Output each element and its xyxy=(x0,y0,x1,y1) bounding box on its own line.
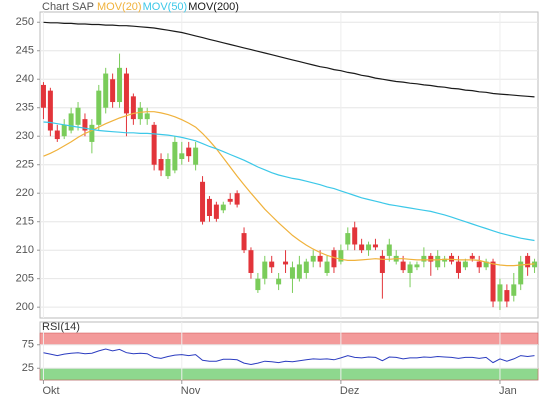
candle-body xyxy=(117,67,123,103)
candle-body xyxy=(213,204,219,219)
candle-body xyxy=(462,261,468,268)
y-tick-label: 240 xyxy=(16,73,34,85)
candle-body xyxy=(497,284,503,302)
candle-body xyxy=(68,113,74,131)
candle-body xyxy=(317,255,323,262)
chart-title: Chart SAP xyxy=(42,1,94,13)
candle-body xyxy=(130,96,136,120)
y-tick-label: 210 xyxy=(16,244,34,256)
candle-body xyxy=(310,255,316,262)
candle-body xyxy=(379,255,385,273)
candle-body xyxy=(234,193,240,205)
candle-body xyxy=(338,250,344,262)
candle-body xyxy=(400,261,406,271)
candle-body xyxy=(137,107,143,120)
y-tick-label: 250 xyxy=(16,16,34,28)
legend-entry: MOV(50) xyxy=(143,1,188,13)
candle-body xyxy=(200,181,206,222)
x-tick-label: Dez xyxy=(340,385,360,397)
candle-body xyxy=(193,147,199,165)
candle-body xyxy=(469,255,475,259)
candle-body xyxy=(269,261,275,268)
x-tick-label: Nov xyxy=(181,385,201,397)
y-tick-label: 235 xyxy=(16,102,34,114)
x-tick-label: Okt xyxy=(42,385,59,397)
candle-body xyxy=(110,79,116,103)
candle-body xyxy=(476,261,482,268)
candle-body xyxy=(144,113,150,120)
y-tick-label: 220 xyxy=(16,187,34,199)
y-tick-label: 75 xyxy=(22,339,34,351)
y-tick-label: 225 xyxy=(16,159,34,171)
moving-average-line xyxy=(43,121,535,242)
candle-body xyxy=(442,258,448,262)
candle-body xyxy=(158,159,164,171)
candle-body xyxy=(206,198,212,216)
candle-body xyxy=(40,84,46,108)
candle-body xyxy=(179,153,185,160)
y-tick-label: 215 xyxy=(16,216,34,228)
candle-body xyxy=(435,255,441,268)
candle-body xyxy=(165,159,171,177)
candle-body xyxy=(532,261,538,268)
candle-body xyxy=(352,227,358,245)
candle-body xyxy=(220,204,226,211)
candle-body xyxy=(172,141,178,171)
candle-body xyxy=(75,107,81,125)
candle-body xyxy=(61,124,67,137)
y-tick-label: 205 xyxy=(16,273,34,285)
candle-body xyxy=(89,124,95,142)
candle-body xyxy=(151,124,157,165)
candle-body xyxy=(414,264,420,268)
candle-body xyxy=(123,73,129,114)
candle-body xyxy=(47,90,53,131)
moving-average-line xyxy=(43,111,535,267)
candle-body xyxy=(345,233,351,245)
candle-body xyxy=(82,119,88,131)
candle-body xyxy=(289,267,295,279)
candle-body xyxy=(455,261,461,273)
candle-body xyxy=(262,261,268,279)
candle-body xyxy=(324,261,330,273)
band xyxy=(39,368,539,381)
candle-body xyxy=(241,233,247,251)
candle-body xyxy=(96,90,102,125)
candle-body xyxy=(54,130,60,140)
candle-body xyxy=(407,264,413,273)
candle-body xyxy=(296,264,302,279)
rsi-title: RSI(14) xyxy=(42,321,80,333)
candle-body xyxy=(525,255,531,268)
candle-body xyxy=(372,244,378,248)
candle-body xyxy=(283,261,289,265)
y-tick-label: 245 xyxy=(16,45,34,57)
candle-body xyxy=(504,290,510,302)
y-tick-label: 230 xyxy=(16,130,34,142)
candle-body xyxy=(331,250,337,268)
candle-body xyxy=(490,261,496,302)
candle-body xyxy=(511,284,517,296)
legend-entry: MOV(20) xyxy=(97,1,142,13)
candle-body xyxy=(276,278,282,285)
candle-body xyxy=(483,261,489,268)
candle-body xyxy=(255,278,261,291)
y-tick-label: 200 xyxy=(16,301,34,313)
candle-body xyxy=(359,244,365,251)
legend-entry: MOV(200) xyxy=(188,1,239,13)
candle-body xyxy=(103,73,109,108)
rsi-line xyxy=(43,348,535,366)
candle-body xyxy=(421,255,427,262)
candle-body xyxy=(227,198,233,202)
band xyxy=(39,332,539,345)
x-tick-label: Jan xyxy=(499,385,517,397)
candle-body xyxy=(248,250,254,273)
candle-body xyxy=(366,244,372,251)
candle-body xyxy=(428,255,434,262)
candle-body xyxy=(303,261,309,273)
moving-average-line xyxy=(43,21,535,98)
candle-body xyxy=(518,261,524,285)
candle-body xyxy=(386,244,392,256)
y-tick-label: 25 xyxy=(22,362,34,374)
candle-body xyxy=(186,147,192,157)
